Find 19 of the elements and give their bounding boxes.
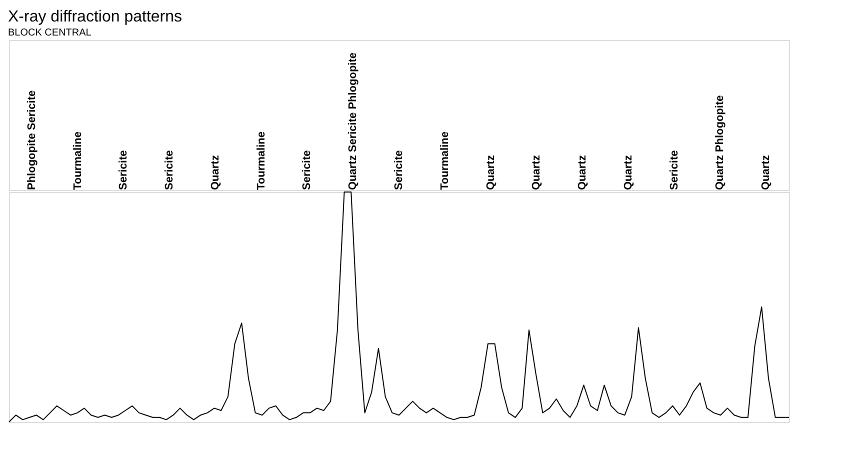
text: Quartz — [760, 154, 772, 190]
text: Sericite — [118, 150, 130, 190]
text: Sericite — [668, 150, 680, 190]
text: Quartz — [209, 154, 222, 190]
text: Sericite — [164, 150, 176, 190]
text: Quartz Sericite Phlogopite — [347, 52, 360, 190]
text: Tourmaline — [72, 132, 84, 190]
text: Tourmaline — [255, 132, 268, 190]
chart-subtitle: BLOCK CENTRAL — [8, 28, 92, 38]
text: Quartz — [622, 154, 634, 190]
text: Quartz — [576, 154, 589, 190]
text: Quartz — [530, 154, 543, 190]
text: Phlogopite Sericite — [26, 90, 38, 190]
text: Quartz — [484, 154, 497, 190]
chart-title: X-ray diffraction patterns — [8, 8, 182, 26]
text: Tourmaline — [438, 132, 451, 190]
text: Sericite — [393, 150, 405, 190]
text: Quartz Phlogopite — [714, 95, 726, 190]
text: Sericite — [301, 150, 314, 190]
